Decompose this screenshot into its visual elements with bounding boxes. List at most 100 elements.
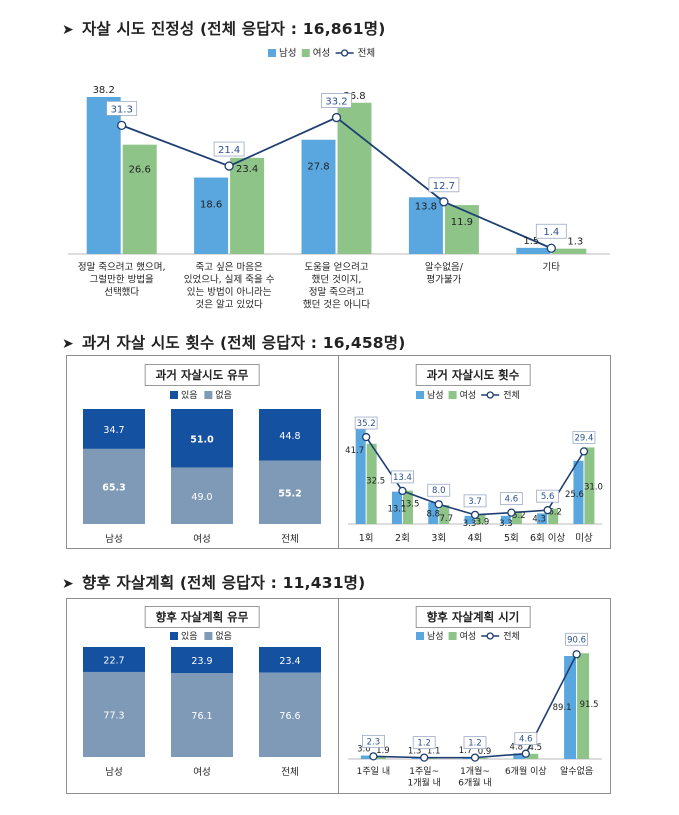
line-marker-total [546,243,556,253]
x-tick-label: 1주일~ [409,766,439,777]
bar-segment-no [83,448,145,524]
data-label-male: 38.2 [93,85,115,96]
bar-female [439,504,450,524]
data-label-box-total [536,489,560,503]
data-label-no: 77.3 [103,710,124,721]
data-label-female: 7.7 [439,514,453,524]
data-label-box-total [535,223,567,239]
bar-female [475,757,488,759]
section-title-future-plan: ➤ 향후 자살계획 (전체 응답자 : 11,431명) [62,574,366,592]
x-tick-label: 전체 [281,534,298,545]
bar-segment-yes [259,409,321,461]
data-label-no: 76.1 [191,711,212,722]
bar-segment-yes [83,409,145,449]
data-label-total: 90.6 [567,635,586,645]
line-marker-total [434,500,443,509]
data-label-male: 4.3 [532,514,546,524]
data-label-total: 4.6 [519,735,533,745]
series-line-total [121,116,552,250]
data-label-box-total [428,177,460,193]
data-label-yes: 51.0 [190,434,214,445]
legend-swatch-yes [170,391,178,399]
data-label-no: 76.6 [279,711,300,722]
data-label-box-total [499,492,523,506]
data-label-yes: 34.7 [103,425,124,436]
data-label-yes: 44.8 [279,431,300,442]
x-tick-label: 기타 [543,262,561,273]
bar-male [428,502,439,524]
x-tick-label: 했던 것이지, [312,274,362,286]
line-marker-total [369,752,378,761]
legend-swatch-female [448,391,457,399]
line-marker-total [117,120,127,131]
x-tick-label: 5회 [504,533,519,544]
panel-title-future-plan-yn: 향후 자살계획 유무 [144,606,260,628]
legend-label-no: 없음 [215,390,232,401]
line-marker-total [507,508,516,517]
data-label-box-total [361,734,385,748]
legend-label-total: 전체 [358,48,375,59]
bar-male [573,460,584,524]
bar-male [516,247,551,254]
section-title-sincerity: ➤ 자살 시도 진정성 (전체 응답자 : 16,861명) [62,20,386,38]
legend-swatch-female [448,632,457,640]
data-label-total: 2.3 [367,737,381,747]
bar-female [577,653,590,759]
bar-female [552,248,587,254]
legend-label-male: 남성 [279,48,296,59]
data-label-yes: 23.9 [191,656,212,667]
x-tick-label: 6회 이상 [530,533,566,544]
x-tick-label: 남성 [105,767,122,778]
x-tick-label: 있었으나, 실제 죽을 수 [184,274,275,286]
data-label-box-total [463,494,487,508]
x-tick-label: 전체 [281,767,298,778]
arrow-icon: ➤ [62,336,74,352]
legend-label-no: 없음 [215,631,232,642]
x-tick-label: 2회 [395,533,410,544]
x-tick-label: 그럴만한 방법을 [90,275,154,286]
x-tick-label: 알수없음 [560,766,593,777]
data-label-total: 5.6 [541,492,555,502]
bar-segment-no [259,672,321,757]
data-label-female: 3.9 [476,517,490,527]
data-label-male: 1.7 [459,746,473,756]
bar-male [360,755,373,759]
data-label-female: 36.8 [343,91,365,102]
data-label-male: 27.8 [307,162,329,173]
bar-segment-yes [171,647,233,674]
bar-male [464,515,475,524]
data-label-male: 3.0 [357,745,371,755]
line-marker-total [470,753,480,762]
data-label-female: 1.1 [427,747,441,757]
legend-label-total: 전체 [503,390,520,401]
x-tick-label: 3회 [431,533,446,544]
data-label-female: 13.5 [400,500,419,510]
panel-title-past-attempt-count: 과거 자살시도 횟수 [415,364,531,386]
legend-label-yes: 있음 [181,630,198,642]
data-label-male: 18.6 [200,200,222,211]
x-tick-label: 정말 죽으려고 했으며, [78,261,166,273]
data-label-male: 41.7 [345,446,364,456]
data-label-box-total [463,736,487,750]
section-title-past-attempts: ➤ 과거 자살 시도 횟수 (전체 응답자 : 16,458명) [62,334,406,352]
legend-marker-total [340,49,349,57]
data-label-box-total [514,732,538,746]
data-label-female: 5.2 [512,511,526,521]
bar-female [584,447,595,524]
data-label-total: 29.4 [574,433,593,443]
data-label-yes: 22.7 [103,655,124,666]
data-label-total: 8.0 [432,486,446,496]
arrow-icon: ➤ [62,576,74,592]
bar-male [355,421,366,524]
x-tick-label: 6개월 이상 [505,765,547,777]
x-tick-label: 1회 [359,533,374,544]
legend-marker-total [486,632,494,640]
panel-title-past-attempt-yn: 과거 자살시도 유무 [144,364,260,386]
bar-male [301,139,336,254]
legend-label-female: 여성 [460,389,477,401]
bar-male [194,177,229,254]
bar-female [373,756,386,759]
line-marker-total [439,197,449,207]
data-label-total: 4.6 [505,495,519,505]
